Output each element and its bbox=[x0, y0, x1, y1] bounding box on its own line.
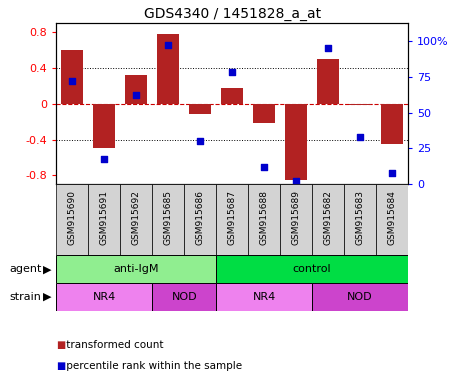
Point bbox=[68, 78, 76, 84]
Bar bbox=[216, 255, 408, 283]
Text: GSM915689: GSM915689 bbox=[292, 190, 301, 245]
Bar bbox=[120, 184, 152, 255]
Bar bbox=[285, 104, 307, 180]
Text: ■: ■ bbox=[56, 340, 66, 350]
Bar bbox=[349, 104, 371, 106]
Bar bbox=[317, 59, 339, 104]
Text: GSM915685: GSM915685 bbox=[164, 190, 173, 245]
Text: NR4: NR4 bbox=[252, 292, 276, 302]
Text: NOD: NOD bbox=[171, 292, 197, 302]
Title: GDS4340 / 1451828_a_at: GDS4340 / 1451828_a_at bbox=[144, 7, 321, 21]
Bar bbox=[152, 184, 184, 255]
Bar bbox=[248, 184, 280, 255]
Text: GSM915687: GSM915687 bbox=[227, 190, 237, 245]
Point bbox=[356, 134, 364, 140]
Text: GSM915682: GSM915682 bbox=[324, 190, 333, 245]
Text: agent: agent bbox=[9, 264, 42, 274]
Bar bbox=[184, 184, 216, 255]
Point bbox=[197, 138, 204, 144]
Point bbox=[388, 170, 396, 176]
Bar bbox=[381, 104, 403, 144]
Point bbox=[260, 164, 268, 170]
Point bbox=[165, 42, 172, 48]
Bar bbox=[376, 184, 408, 255]
Bar bbox=[88, 184, 120, 255]
Bar bbox=[216, 283, 312, 311]
Text: ▶: ▶ bbox=[43, 264, 52, 274]
Bar bbox=[157, 34, 179, 104]
Bar bbox=[216, 184, 248, 255]
Point bbox=[228, 70, 236, 76]
Text: transformed count: transformed count bbox=[63, 340, 164, 350]
Bar bbox=[56, 184, 88, 255]
Bar bbox=[56, 255, 216, 283]
Bar bbox=[312, 283, 408, 311]
Point bbox=[325, 45, 332, 51]
Text: GSM915688: GSM915688 bbox=[260, 190, 269, 245]
Text: GSM915692: GSM915692 bbox=[132, 190, 141, 245]
Text: percentile rank within the sample: percentile rank within the sample bbox=[63, 361, 242, 371]
Bar bbox=[56, 283, 152, 311]
Text: strain: strain bbox=[9, 292, 41, 302]
Text: NR4: NR4 bbox=[92, 292, 116, 302]
Text: GSM915691: GSM915691 bbox=[100, 190, 109, 245]
Text: GSM915684: GSM915684 bbox=[387, 190, 397, 245]
Bar bbox=[61, 50, 83, 104]
Text: GSM915683: GSM915683 bbox=[356, 190, 364, 245]
Bar bbox=[189, 104, 212, 114]
Text: anti-IgM: anti-IgM bbox=[113, 264, 159, 274]
Text: control: control bbox=[293, 264, 332, 274]
Bar bbox=[125, 75, 147, 104]
Bar bbox=[221, 88, 243, 104]
Bar bbox=[152, 283, 216, 311]
Point bbox=[100, 156, 108, 162]
Text: GSM915690: GSM915690 bbox=[68, 190, 77, 245]
Bar bbox=[344, 184, 376, 255]
Point bbox=[132, 93, 140, 99]
Bar bbox=[93, 104, 115, 149]
Text: ■: ■ bbox=[56, 361, 66, 371]
Text: ▶: ▶ bbox=[43, 292, 52, 302]
Bar bbox=[312, 184, 344, 255]
Bar bbox=[253, 104, 275, 123]
Bar bbox=[280, 184, 312, 255]
Text: NOD: NOD bbox=[347, 292, 373, 302]
Text: GSM915686: GSM915686 bbox=[196, 190, 204, 245]
Point bbox=[292, 179, 300, 185]
